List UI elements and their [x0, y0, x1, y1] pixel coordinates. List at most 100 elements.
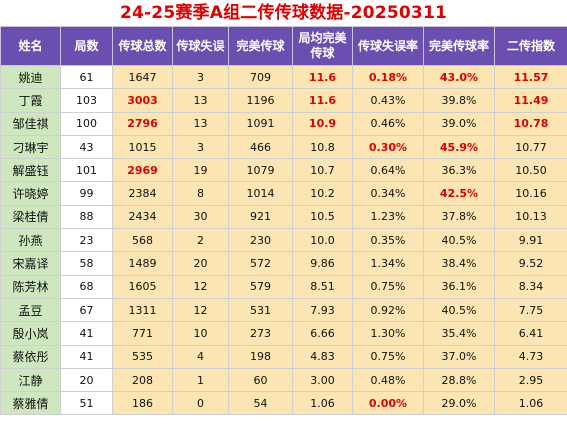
- header-setter-index: 二传指数: [494, 26, 567, 66]
- cell-setter-index: 7.75: [494, 297, 567, 323]
- cell-error-rate: 0.43%: [352, 88, 424, 113]
- cell-total-passes: 2384: [112, 181, 173, 206]
- table-row: 孟豆 67 1311 12 531 7.93 0.92% 40.5% 7.75: [0, 297, 567, 323]
- table-row: 殷小岚 41 771 10 273 6.66 1.30% 35.4% 6.41: [0, 321, 567, 346]
- table-row: 梁桂倩 88 2434 30 921 10.5 1.23% 37.8% 10.13: [0, 204, 567, 230]
- cell-error-rate: 0.34%: [352, 181, 424, 206]
- table-row: 姚迪 61 1647 3 709 11.6 0.18% 43.0% 11.57: [0, 64, 567, 90]
- cell-games: 88: [60, 204, 113, 230]
- cell-total-passes: 1015: [112, 134, 173, 160]
- cell-perfect-per-set: 10.7: [292, 158, 353, 183]
- cell-setter-index: 10.78: [494, 111, 567, 136]
- header-perfect-rate: 完美传球率: [423, 26, 495, 66]
- cell-perfect-per-set: 6.66: [292, 321, 353, 346]
- cell-games: 61: [60, 64, 113, 90]
- table-row: 刁琳宇 43 1015 3 466 10.8 0.30% 45.9% 10.77: [0, 134, 567, 160]
- cell-error-rate: 0.48%: [352, 367, 424, 393]
- cell-perfect-rate: 39.0%: [423, 111, 495, 136]
- cell-error-rate: 1.30%: [352, 321, 424, 346]
- cell-pass-errors: 12: [172, 297, 229, 323]
- cell-perfect-passes: 198: [228, 344, 293, 369]
- cell-name: 丁霞: [0, 88, 61, 113]
- cell-name: 蔡雅倩: [0, 391, 61, 416]
- cell-total-passes: 1605: [112, 274, 173, 299]
- cell-total-passes: 568: [112, 228, 173, 253]
- cell-perfect-rate: 35.4%: [423, 321, 495, 346]
- table-row: 蔡雅倩 51 186 0 54 1.06 0.00% 29.0% 1.06: [0, 391, 567, 416]
- header-games: 局数: [60, 26, 113, 66]
- cell-total-passes: 2796: [112, 111, 173, 136]
- sheet-title: 24-25赛季A组二传传球数据-20250311: [119, 3, 447, 23]
- cell-perfect-rate: 29.0%: [423, 391, 495, 416]
- cell-pass-errors: 1: [172, 367, 229, 393]
- passing-stats-table: 姓名 局数 传球总数 传球失误 完美传球 局均完美传球 传球失误率 完美传球率 …: [0, 26, 567, 416]
- cell-setter-index: 10.77: [494, 134, 567, 160]
- cell-perfect-passes: 60: [228, 367, 293, 393]
- cell-error-rate: 0.35%: [352, 228, 424, 253]
- cell-error-rate: 0.18%: [352, 64, 424, 90]
- cell-pass-errors: 3: [172, 64, 229, 90]
- cell-perfect-per-set: 10.9: [292, 111, 353, 136]
- cell-perfect-rate: 43.0%: [423, 64, 495, 90]
- cell-games: 41: [60, 321, 113, 346]
- cell-perfect-rate: 45.9%: [423, 134, 495, 160]
- cell-perfect-rate: 36.3%: [423, 158, 495, 183]
- cell-setter-index: 6.41: [494, 321, 567, 346]
- header-pass-errors: 传球失误: [172, 26, 229, 66]
- table-row: 邹佳祺 100 2796 13 1091 10.9 0.46% 39.0% 10.78: [0, 111, 567, 136]
- cell-perfect-per-set: 9.86: [292, 251, 353, 276]
- cell-games: 23: [60, 228, 113, 253]
- cell-setter-index: 4.73: [494, 344, 567, 369]
- cell-pass-errors: 10: [172, 321, 229, 346]
- cell-perfect-rate: 37.0%: [423, 344, 495, 369]
- cell-games: 20: [60, 367, 113, 393]
- cell-pass-errors: 13: [172, 111, 229, 136]
- cell-games: 58: [60, 251, 113, 276]
- cell-error-rate: 0.64%: [352, 158, 424, 183]
- cell-setter-index: 10.13: [494, 204, 567, 230]
- cell-total-passes: 186: [112, 391, 173, 416]
- cell-pass-errors: 19: [172, 158, 229, 183]
- table-row: 解盛钰 101 2969 19 1079 10.7 0.64% 36.3% 10.50: [0, 158, 567, 183]
- cell-error-rate: 0.75%: [352, 274, 424, 299]
- cell-games: 100: [60, 111, 113, 136]
- cell-name: 姚迪: [0, 64, 61, 90]
- table-row: 孙燕 23 568 2 230 10.0 0.35% 40.5% 9.91: [0, 228, 567, 253]
- cell-pass-errors: 4: [172, 344, 229, 369]
- table-row: 丁霞 103 3003 13 1196 11.6 0.43% 39.8% 11.49: [0, 88, 567, 113]
- cell-perfect-rate: 39.8%: [423, 88, 495, 113]
- cell-name: 梁桂倩: [0, 204, 61, 230]
- cell-name: 殷小岚: [0, 321, 61, 346]
- cell-error-rate: 1.34%: [352, 251, 424, 276]
- cell-perfect-per-set: 11.6: [292, 64, 353, 90]
- cell-name: 孙燕: [0, 228, 61, 253]
- table-row: 陈芳林 68 1605 12 579 8.51 0.75% 36.1% 8.34: [0, 274, 567, 299]
- cell-pass-errors: 0: [172, 391, 229, 416]
- cell-pass-errors: 13: [172, 88, 229, 113]
- cell-perfect-passes: 230: [228, 228, 293, 253]
- cell-error-rate: 0.30%: [352, 134, 424, 160]
- cell-setter-index: 11.49: [494, 88, 567, 113]
- cell-perfect-rate: 36.1%: [423, 274, 495, 299]
- cell-perfect-passes: 579: [228, 274, 293, 299]
- header-error-rate: 传球失误率: [352, 26, 424, 66]
- cell-total-passes: 2434: [112, 204, 173, 230]
- cell-perfect-per-set: 10.8: [292, 134, 353, 160]
- cell-setter-index: 1.06: [494, 391, 567, 416]
- cell-name: 陈芳林: [0, 274, 61, 299]
- cell-perfect-per-set: 1.06: [292, 391, 353, 416]
- cell-games: 103: [60, 88, 113, 113]
- cell-pass-errors: 20: [172, 251, 229, 276]
- cell-perfect-passes: 1014: [228, 181, 293, 206]
- cell-perfect-passes: 709: [228, 64, 293, 90]
- cell-name: 蔡依彤: [0, 344, 61, 369]
- cell-perfect-per-set: 10.5: [292, 204, 353, 230]
- table-row: 许晓婷 99 2384 8 1014 10.2 0.34% 42.5% 10.16: [0, 181, 567, 206]
- cell-pass-errors: 8: [172, 181, 229, 206]
- cell-games: 41: [60, 344, 113, 369]
- cell-error-rate: 0.46%: [352, 111, 424, 136]
- cell-perfect-per-set: 10.2: [292, 181, 353, 206]
- cell-perfect-passes: 273: [228, 321, 293, 346]
- cell-name: 宋嘉译: [0, 251, 61, 276]
- cell-total-passes: 1647: [112, 64, 173, 90]
